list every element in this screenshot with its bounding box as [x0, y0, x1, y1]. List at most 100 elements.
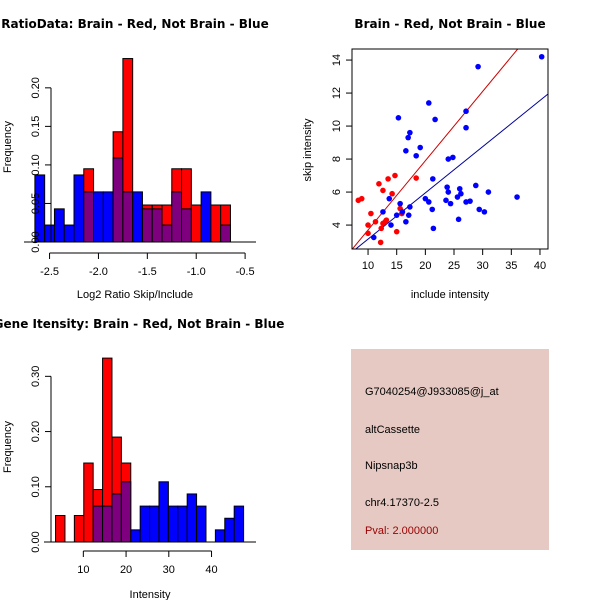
- y-tick-label: 0.05: [30, 193, 42, 214]
- not-brain-point: [472, 182, 479, 189]
- not-brain-point: [445, 156, 452, 162]
- hist-bar-overlap: [102, 505, 113, 543]
- x-tick-label: -1.5: [138, 266, 157, 278]
- not-brain-point: [405, 212, 412, 218]
- hist-bar: [200, 191, 212, 243]
- hist-bar: [186, 493, 198, 543]
- not-brain-point: [445, 189, 452, 195]
- x-tick-label: -2.0: [89, 266, 108, 278]
- brain-point: [392, 172, 398, 179]
- hist-bar-overlap: [120, 481, 132, 543]
- hist-bar: [73, 514, 85, 543]
- brain-point: [377, 239, 384, 246]
- brain-point: [413, 175, 419, 181]
- y-tick-label: 0.10: [30, 154, 42, 175]
- x-tick-label: 30: [163, 564, 175, 576]
- ratio-hist-title: RatioData: Brain - Red, Not Brain - Blue: [1, 17, 268, 31]
- not-brain-point: [417, 144, 423, 151]
- hist-bar: [190, 204, 202, 243]
- x-tick-label: 10: [362, 260, 374, 272]
- probe-id: G7040254@J933085@j_at: [365, 386, 499, 398]
- scatter-title: Brain - Red, Not Brain - Blue: [354, 17, 545, 31]
- scatter-xlabel: include intensity: [411, 289, 490, 301]
- hist-bar: [210, 204, 222, 243]
- hist-bar: [224, 517, 235, 543]
- x-tick-label: 15: [391, 260, 403, 272]
- hist-bar: [102, 191, 114, 243]
- hist-bar: [233, 505, 245, 543]
- not-brain-point: [455, 216, 462, 223]
- not-brain-point: [429, 206, 436, 213]
- scatter-ylabel: skip intensity: [302, 118, 314, 181]
- brain-point: [380, 187, 386, 194]
- hist-bar: [130, 529, 141, 543]
- hist-bar-overlap: [161, 224, 173, 243]
- brain-point: [368, 210, 374, 217]
- not-brain-point: [481, 209, 488, 215]
- y-tick-label: 12: [331, 87, 343, 99]
- y-tick-label: 0.20: [30, 77, 42, 98]
- hist-bar: [73, 174, 85, 243]
- not-brain-point: [425, 199, 432, 205]
- hist-bar-overlap: [112, 157, 124, 243]
- not-brain-point: [476, 206, 483, 213]
- hist-bar: [196, 505, 207, 543]
- not-brain-point: [538, 53, 545, 60]
- ratio-hist-ylabel: Frequency: [2, 121, 14, 173]
- ratio-histogram: RatioData: Brain - Red, Not Brain - Blue…: [1, 17, 268, 301]
- hist-bar: [132, 191, 143, 243]
- y-tick-label: 0.20: [30, 421, 42, 442]
- x-tick-label: 25: [448, 260, 460, 272]
- gene-name: Nipsnap3b: [365, 460, 418, 472]
- not-brain-point: [393, 212, 400, 218]
- hist-bar-overlap: [220, 224, 231, 243]
- hist-bar-overlap: [83, 191, 95, 243]
- hist-bar: [158, 481, 169, 543]
- y-tick-label: 0.00: [30, 531, 42, 552]
- hist-bar: [63, 224, 75, 243]
- hist-bar-overlap: [122, 191, 134, 243]
- x-tick-label: 30: [477, 260, 489, 272]
- y-tick-label: 0.00: [30, 231, 42, 252]
- not-brain-point: [475, 63, 481, 70]
- y-tick-label: 14: [331, 54, 343, 66]
- y-tick-label: 0.15: [30, 116, 42, 137]
- hist-bar-overlap: [141, 208, 153, 243]
- hist-bar: [214, 529, 226, 543]
- not-brain-point: [467, 198, 473, 204]
- hist-bar: [149, 505, 160, 543]
- x-tick-label: -2.5: [40, 266, 59, 278]
- not-brain-point: [380, 209, 386, 215]
- intensity-scatter: Brain - Red, Not Brain - Blue include in…: [302, 17, 549, 301]
- hist-bar: [93, 191, 104, 243]
- brain-point: [393, 228, 400, 235]
- y-tick-label: 4: [331, 222, 343, 228]
- not-brain-point: [395, 115, 402, 121]
- not-brain-fit-line: [354, 93, 548, 249]
- not-brain-point: [463, 124, 469, 131]
- hist-bar: [55, 514, 66, 543]
- chromosome-location: chr4.17370-2.5: [365, 497, 439, 509]
- hist-bar: [177, 505, 188, 543]
- not-brain-point: [432, 116, 438, 123]
- not-brain-point: [386, 195, 393, 202]
- hist-bar: [139, 505, 151, 543]
- event-type: altCassette: [365, 424, 421, 436]
- gene-hist-ylabel: Frequency: [2, 421, 14, 473]
- hist-bar-overlap: [151, 208, 163, 243]
- not-brain-point: [430, 176, 436, 182]
- not-brain-point: [463, 108, 469, 115]
- x-tick-label: 40: [534, 260, 546, 272]
- not-brain-point: [514, 194, 520, 200]
- y-tick-label: 6: [331, 189, 343, 195]
- x-tick-label: 35: [505, 260, 517, 272]
- info-panel: G7040254@J933085@j_at altCassette Nipsna…: [351, 349, 549, 550]
- brain-point: [358, 195, 365, 202]
- hist-bar: [53, 208, 65, 243]
- x-tick-label: 20: [120, 564, 132, 576]
- x-tick-label: 20: [419, 260, 431, 272]
- x-tick-label: -1.0: [187, 266, 206, 278]
- y-tick-label: 8: [331, 156, 343, 162]
- not-brain-point: [413, 152, 419, 159]
- x-tick-label: -0.5: [236, 266, 255, 278]
